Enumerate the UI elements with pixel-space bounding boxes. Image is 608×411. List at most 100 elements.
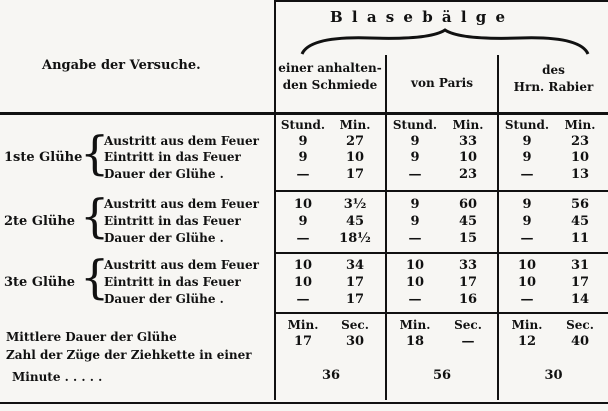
cell-value: —: [520, 292, 534, 307]
mean-value: 18: [405, 334, 425, 349]
unit-min: Min.: [339, 118, 371, 132]
col-header-1: einer anhalten- den Schmiede: [278, 61, 382, 92]
unit-hour: Stund.: [280, 118, 326, 132]
mean-label: Mittlere Dauer der Glühe: [6, 330, 177, 344]
cell-value: —: [296, 231, 310, 246]
cell-value: 33: [458, 258, 478, 273]
brace-icon: {: [80, 126, 110, 180]
cell-value: 45: [458, 214, 478, 229]
header-group: B l a s e b ä l g e: [330, 8, 508, 26]
cell-value: 34: [345, 258, 365, 273]
unit-hour: Stund.: [504, 118, 550, 132]
cell-value: 9: [410, 197, 420, 212]
unit-sec: Sec.: [341, 318, 369, 332]
unit-sec: Sec.: [454, 318, 482, 332]
cell-value: 10: [293, 275, 313, 290]
cell-value: 23: [458, 167, 478, 182]
cell-value: 17: [345, 275, 365, 290]
cell-value: 9: [298, 134, 308, 149]
mean-value: 40: [570, 334, 590, 349]
pulls-label: Zahl der Züge der Ziehkette in einer: [6, 348, 252, 362]
cell-value: 9: [522, 134, 532, 149]
brace-icon: {: [80, 189, 110, 243]
cell-value: 9: [522, 197, 532, 212]
cell-value: —: [296, 167, 310, 182]
col-header-3: des Hrn. Rabier: [513, 63, 594, 94]
glow-label: 1ste Glühe: [4, 150, 83, 165]
pulls-value: 36: [321, 368, 341, 383]
cell-value: 56: [570, 197, 590, 212]
cell-value: 9: [522, 214, 532, 229]
glow-label: 3te Glühe: [4, 275, 76, 290]
cell-value: 10: [405, 258, 425, 273]
cell-value: 23: [570, 134, 590, 149]
cell-value: 9: [410, 214, 420, 229]
cell-value: 18½: [339, 231, 371, 246]
cell-value: 10: [345, 150, 365, 165]
cell-value: 10: [293, 258, 313, 273]
unit-min: Min.: [564, 118, 596, 132]
row-label: Eintritt in das Feuer: [104, 150, 241, 164]
cell-value: 17: [345, 167, 365, 182]
cell-value: 10: [517, 258, 537, 273]
cell-value: 60: [458, 197, 478, 212]
row-label: Eintritt in das Feuer: [104, 214, 241, 228]
cell-value: 14: [570, 292, 590, 307]
mean-value: 30: [345, 334, 365, 349]
unit-min: Min.: [287, 318, 319, 332]
cell-value: 17: [458, 275, 478, 290]
row-label: Austritt aus dem Feuer: [104, 258, 259, 272]
cell-value: 10: [570, 150, 590, 165]
cell-value: —: [408, 231, 422, 246]
cell-value: 45: [570, 214, 590, 229]
header-left: Angabe der Versuche.: [42, 58, 201, 73]
cell-value: 9: [410, 150, 420, 165]
col-header-2: von Paris: [411, 76, 473, 90]
cell-value: 33: [458, 134, 478, 149]
pulls-value: 30: [544, 368, 563, 383]
cell-value: —: [296, 292, 310, 307]
cell-value: 45: [345, 214, 365, 229]
row-label: Dauer der Glühe .: [104, 292, 224, 306]
cell-value: 10: [458, 150, 478, 165]
brace-icon: {: [80, 250, 110, 304]
cell-value: 9: [298, 214, 308, 229]
glow-label: 2te Glühe: [4, 214, 76, 229]
cell-value: —: [520, 231, 534, 246]
cell-value: —: [408, 292, 422, 307]
unit-hour: Stund.: [392, 118, 438, 132]
cell-value: 17: [570, 275, 590, 290]
cell-value: 13: [570, 167, 590, 182]
cell-value: 31: [570, 258, 590, 273]
row-label: Eintritt in das Feuer: [104, 275, 241, 289]
pulls-label-2: Minute . . . . .: [12, 370, 103, 384]
row-label: Austritt aus dem Feuer: [104, 197, 259, 211]
unit-sec: Sec.: [566, 318, 594, 332]
cell-value: 17: [345, 292, 365, 307]
mean-value: —: [461, 334, 475, 349]
unit-min: Min.: [452, 118, 484, 132]
cell-value: 27: [345, 134, 365, 149]
cell-value: 9: [522, 150, 532, 165]
cell-value: 10: [517, 275, 537, 290]
cell-value: 9: [410, 134, 420, 149]
row-label: Austritt aus dem Feuer: [104, 134, 259, 148]
unit-min: Min.: [511, 318, 543, 332]
cell-value: 11: [570, 231, 590, 246]
row-label: Dauer der Glühe .: [104, 231, 224, 245]
mean-value: 17: [293, 334, 313, 349]
cell-value: 9: [298, 150, 308, 165]
row-label: Dauer der Glühe .: [104, 167, 224, 181]
cell-value: 15: [458, 231, 478, 246]
cell-value: 10: [293, 197, 313, 212]
cell-value: —: [408, 167, 422, 182]
cell-value: 3½: [343, 197, 367, 212]
cell-value: —: [520, 167, 534, 182]
cell-value: 10: [405, 275, 425, 290]
mean-value: 12: [517, 334, 537, 349]
unit-min: Min.: [399, 318, 431, 332]
header-brace: [300, 28, 590, 55]
cell-value: 16: [458, 292, 478, 307]
pulls-value: 56: [432, 368, 452, 383]
